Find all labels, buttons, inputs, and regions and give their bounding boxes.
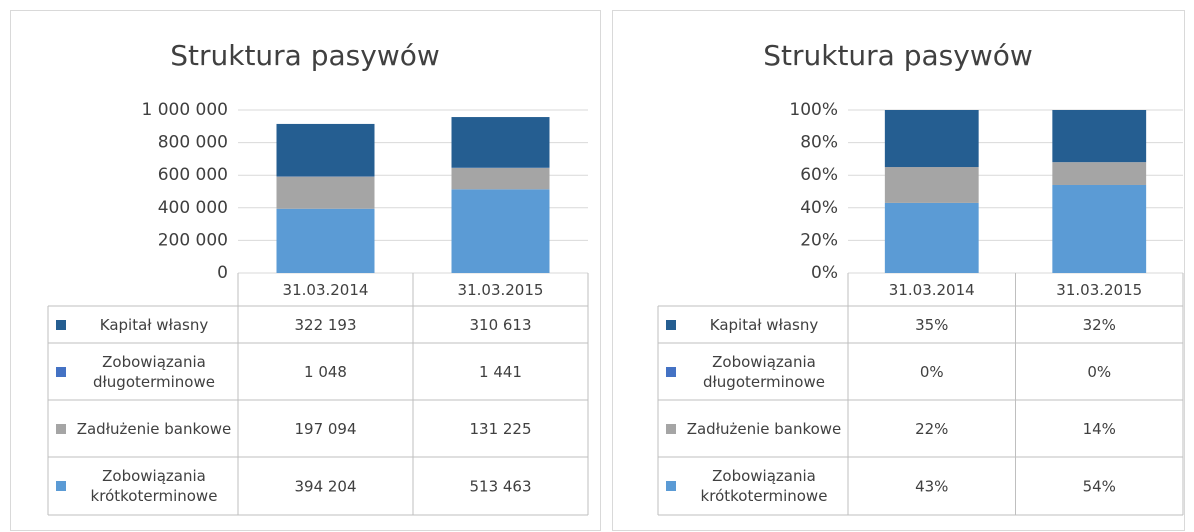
legend-cell: Kapitał własny <box>658 306 848 343</box>
legend-entry: Zobowiązania długoterminowe <box>658 343 848 400</box>
legend-label: Zobowiązania długoterminowe <box>703 352 825 391</box>
legend-label: Kapitał własny <box>709 315 819 334</box>
legend-swatch <box>56 319 66 330</box>
data-label: 513 463 <box>469 478 531 496</box>
legend-swatch <box>56 366 66 377</box>
chart-title: Struktura pasywów <box>170 39 440 72</box>
bar-segment <box>451 117 550 168</box>
legend-label: Kapitał własny <box>99 315 209 334</box>
legend-cell: Zobowiązania długoterminowe <box>48 343 238 400</box>
bar-segment <box>1052 110 1147 163</box>
data-label: 1 048 <box>304 363 347 381</box>
data-label: 43% <box>915 478 948 496</box>
x-tick-label: 31.03.2014 <box>283 281 369 299</box>
legend-swatch <box>666 423 676 434</box>
legend-swatch <box>56 423 66 434</box>
y-tick-label: 1 000 000 <box>141 100 228 120</box>
data-label: 22% <box>915 420 948 438</box>
legend-cell: Zadłużenie bankowe <box>658 400 848 457</box>
legend-entry: Kapitał własny <box>658 306 848 343</box>
data-label: 197 094 <box>294 420 356 438</box>
legend-cell: Zobowiązania krótkoterminowe <box>48 457 238 515</box>
legend-label: Zobowiązania krótkoterminowe <box>90 467 218 505</box>
bar-segment <box>884 110 979 168</box>
y-tick-label: 40% <box>800 198 838 218</box>
bar-segment <box>451 189 550 273</box>
legend-cell: Kapitał własny <box>48 306 238 343</box>
data-label: 14% <box>1083 420 1116 438</box>
legend-label: Zadłużenie bankowe <box>686 419 842 438</box>
y-tick-label: 400 000 <box>158 198 228 218</box>
legend-label: Zobowiązania długoterminowe <box>93 352 215 391</box>
legend-entry: Zadłużenie bankowe <box>48 400 238 457</box>
panel-border <box>612 10 1185 531</box>
data-label: 35% <box>915 316 948 334</box>
legend-swatch <box>666 319 676 330</box>
legend-cell: Zobowiązania długoterminowe <box>658 343 848 400</box>
data-label: 131 225 <box>469 420 531 438</box>
x-tick-label: 31.03.2014 <box>889 281 975 299</box>
panel-border <box>10 10 601 531</box>
data-label: 1 441 <box>479 363 522 381</box>
y-tick-label: 0% <box>811 263 838 283</box>
bar-segment <box>276 208 375 273</box>
y-tick-label: 0 <box>217 263 228 283</box>
bar-segment <box>884 167 979 203</box>
bar-segment <box>1052 184 1147 273</box>
legend-swatch <box>666 481 676 491</box>
legend-entry: Zobowiązania długoterminowe <box>48 343 238 400</box>
data-label: 322 193 <box>294 316 356 334</box>
data-label: 54% <box>1083 478 1116 496</box>
legend-label: Zobowiązania krótkoterminowe <box>700 467 828 505</box>
bar-segment <box>884 202 979 273</box>
chart-title: Struktura pasywów <box>763 39 1033 72</box>
legend-entry: Kapitał własny <box>48 306 238 343</box>
data-label: 0% <box>920 363 944 381</box>
y-tick-label: 600 000 <box>158 165 228 185</box>
legend-entry: Zadłużenie bankowe <box>658 400 848 457</box>
legend-swatch <box>56 481 66 491</box>
data-label: 0% <box>1087 363 1111 381</box>
data-label: 32% <box>1083 316 1116 334</box>
legend-label: Zadłużenie bankowe <box>76 419 232 438</box>
y-tick-label: 100% <box>789 100 838 120</box>
y-tick-label: 200 000 <box>158 230 228 250</box>
x-tick-label: 31.03.2015 <box>1056 281 1142 299</box>
x-tick-label: 31.03.2015 <box>458 281 544 299</box>
data-label: 394 204 <box>294 478 356 496</box>
bar-segment <box>451 167 550 190</box>
bar-segment <box>276 123 375 177</box>
legend-entry: Zobowiązania krótkoterminowe <box>658 457 848 515</box>
legend-cell: Zadłużenie bankowe <box>48 400 238 457</box>
y-tick-label: 20% <box>800 230 838 250</box>
bar-segment <box>1052 162 1147 185</box>
legend-entry: Zobowiązania krótkoterminowe <box>48 457 238 515</box>
data-label: 310 613 <box>469 316 531 334</box>
legend-cell: Zobowiązania krótkoterminowe <box>658 457 848 515</box>
y-tick-label: 80% <box>800 133 838 153</box>
legend-swatch <box>666 366 676 377</box>
y-tick-label: 60% <box>800 165 838 185</box>
y-tick-label: 800 000 <box>158 133 228 153</box>
bar-segment <box>276 176 375 209</box>
